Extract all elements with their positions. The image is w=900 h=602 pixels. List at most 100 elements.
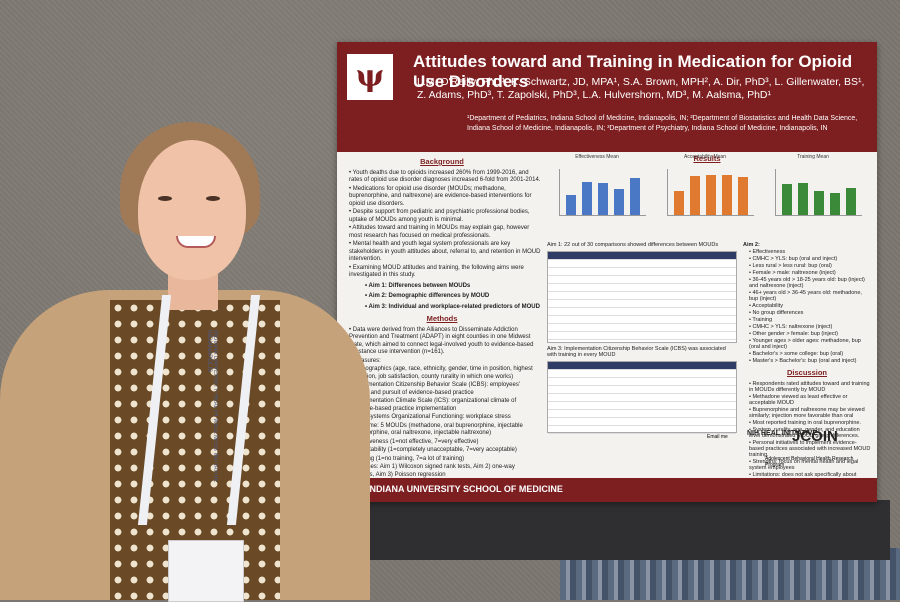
table-row bbox=[548, 292, 736, 300]
chart-bar bbox=[738, 177, 748, 215]
chart-bar bbox=[690, 176, 700, 215]
chart-bar bbox=[846, 187, 856, 215]
table-row bbox=[548, 284, 736, 292]
training-chart-title: Training Mean bbox=[797, 154, 829, 160]
methods_bullets-item: • TCU Systems Organizational Functioning… bbox=[349, 414, 511, 420]
table-row bbox=[548, 386, 736, 394]
table-row bbox=[548, 402, 736, 410]
acceptability-chart: Acceptability Mean bbox=[655, 154, 755, 234]
email-label: Email me bbox=[707, 434, 728, 440]
footer-text: INDIANA UNIVERSITY SCHOOL OF MEDICINE bbox=[367, 484, 563, 494]
aim2_bullets-item: • Younger ages > older ages: methadone, … bbox=[749, 338, 861, 350]
results-heading: Results bbox=[693, 154, 721, 163]
chart-bar bbox=[830, 193, 840, 215]
aim2_bullets-item: • Other gender > female: bup (inject) bbox=[749, 331, 838, 337]
poster-footer: INDIANA UNIVERSITY SCHOOL OF MEDICINE bbox=[337, 478, 877, 502]
chart-bar bbox=[782, 184, 792, 215]
poisson-table bbox=[547, 361, 737, 434]
aims-list: • Aim 1: Differences between MOUDs • Aim … bbox=[343, 283, 541, 312]
chart-bar bbox=[582, 182, 592, 215]
methods_bullets-item: • Analyses: Aim 1) Wilcoxon signed rank … bbox=[349, 464, 515, 478]
results-charts: Results Effectiveness Mean Acceptability… bbox=[547, 154, 872, 244]
acceptability-chart-title: Acceptability Mean bbox=[684, 154, 726, 160]
chart-bar bbox=[566, 195, 576, 215]
table-row bbox=[548, 324, 736, 332]
discussion_bullets-item: • Respondents rated attitudes toward and… bbox=[749, 381, 870, 393]
nih-heal-logo: NIH HEAL INITIATIVE bbox=[747, 430, 818, 437]
methods_bullets-item: • Data were derived from the Alliances t… bbox=[349, 326, 534, 356]
methods_bullets-item: • Implementation Citizenship Behavior Sc… bbox=[349, 382, 520, 396]
aim1-result: Aim 1: 22 out of 30 comparisons showed d… bbox=[547, 242, 719, 248]
chart-bar bbox=[598, 183, 608, 215]
poster-affiliations: ¹Department of Pediatrics, Indiana Schoo… bbox=[467, 115, 858, 132]
effectiveness-chart-title: Effectiveness Mean bbox=[575, 154, 619, 160]
aims-item: • Aim 3: Individual and workplace-relate… bbox=[365, 303, 540, 310]
chart-bar bbox=[722, 174, 732, 215]
aim2_bullets-item: • 46+ years old > 36-45 years old: metha… bbox=[749, 290, 862, 302]
aim2_bullets-item: • No group differences bbox=[749, 310, 804, 316]
background_bullets-item: • Examining MOUD attitudes and training,… bbox=[349, 264, 524, 279]
background_bullets-item: • Medications for opioid use disorder (M… bbox=[349, 185, 532, 207]
smile bbox=[176, 236, 216, 248]
aim2_bullets-item: • Master's > Bachelor's: bup (oral and i… bbox=[749, 358, 857, 364]
smiling-face bbox=[138, 140, 246, 280]
discussion_bullets-item: • Strengths: focus on mental health and … bbox=[749, 459, 859, 471]
background_bullets-item: • Youth deaths due to opioids increased … bbox=[349, 169, 541, 184]
methods_bullets-item: • Training (1=no training, 7=a lot of tr… bbox=[349, 455, 465, 462]
aim2_bullets-item: • Female > male: naltrexone (inject) bbox=[749, 270, 836, 276]
methods_bullets-item: • Outcome: 5 MOUDs (methadone, oral bupr… bbox=[349, 422, 523, 437]
background-heading: Background bbox=[420, 157, 464, 166]
aim3-result: Aim 3: Implementation Citizenship Behavi… bbox=[547, 346, 726, 358]
table-row bbox=[548, 418, 736, 426]
methods_bullets-item: • Demographics (age, race, ethnicity, ge… bbox=[349, 366, 533, 380]
aims-item: • Aim 2: Demographic differences by MOUD bbox=[365, 293, 490, 299]
chart-bar bbox=[630, 177, 640, 215]
chart-bar bbox=[674, 190, 684, 215]
aim2_bullets-item: • Effectiveness bbox=[749, 249, 786, 255]
results-right: Aim 2: • Effectiveness • CMHC > YLS: bup … bbox=[743, 242, 871, 485]
discussion-heading: Discussion bbox=[786, 368, 827, 377]
aim2_bullets-item: • 36-45 years old > 18-25 years old: bup… bbox=[749, 277, 865, 289]
aim2_bullets-item: • Bachelor's > some college: bup (oral) bbox=[749, 351, 844, 357]
table-row bbox=[548, 316, 736, 324]
chart-bar bbox=[706, 175, 716, 215]
discussion_bullets-item: • Methadone viewed as least effective or… bbox=[749, 394, 848, 406]
table-row bbox=[548, 394, 736, 402]
poster-authors: L.M. O'Reilly, PhD¹, K. Schwartz, JD, MP… bbox=[417, 76, 865, 101]
aim2_bullets-item: • Acceptability bbox=[749, 303, 784, 309]
methods-list: • Data were derived from the Alliances t… bbox=[343, 327, 541, 480]
table-row bbox=[548, 300, 736, 308]
name-badge bbox=[168, 540, 244, 602]
discussion-list: • Respondents rated attitudes toward and… bbox=[743, 381, 871, 484]
poster-header: ψ Attitudes toward and Training in Medic… bbox=[337, 42, 877, 152]
table-row bbox=[548, 308, 736, 316]
chart-bar bbox=[798, 183, 808, 215]
jcoin-logo: JCOIN bbox=[792, 428, 838, 445]
table-row bbox=[548, 332, 736, 340]
aim2_bullets-item: • CMHC > YLS: bup (oral and inject) bbox=[749, 256, 838, 262]
lanyard-text: INDIANA UNIVERSITY HEALTH WELLNESS INITI… bbox=[206, 330, 218, 483]
background_bullets-item: • Mental health and youth legal system p… bbox=[349, 241, 541, 262]
aim2_bullets-item: • CMHC > YLS: naltrexone (inject) bbox=[749, 324, 833, 330]
chart-bar bbox=[814, 190, 824, 215]
aims-item: • Aim 1: Differences between MOUDs bbox=[365, 282, 471, 289]
effectiveness-chart: Effectiveness Mean bbox=[547, 154, 647, 234]
discussion_bullets-item: • Buprenorphine and naltrexone may be vi… bbox=[749, 407, 865, 419]
training-chart: Training Mean bbox=[763, 154, 863, 234]
aim2-list: • Effectiveness • CMHC > YLS: bup (oral a… bbox=[743, 249, 871, 364]
background_bullets-item: • Despite support from pediatric and psy… bbox=[349, 209, 530, 223]
right-eye bbox=[206, 196, 220, 201]
poster-left-column: Background • Youth deaths due to opioids… bbox=[343, 154, 541, 480]
table-row bbox=[548, 426, 736, 434]
table-row bbox=[548, 276, 736, 284]
left-eye bbox=[158, 196, 172, 201]
methods_bullets-item: • Acceptability (1=completely unacceptab… bbox=[349, 447, 517, 453]
aim2_bullets-item: • Training bbox=[749, 317, 773, 323]
table-row bbox=[548, 362, 736, 370]
table-row bbox=[548, 260, 736, 268]
methods_bullets-item: • Implementation Climate Scale (ICS): or… bbox=[349, 398, 517, 412]
chart-bar bbox=[614, 188, 624, 215]
background_bullets-item: • Attitudes toward and training in MOUDs… bbox=[349, 225, 530, 239]
poster-title: Attitudes toward and Training in Medicat… bbox=[413, 52, 853, 91]
table-row bbox=[548, 410, 736, 418]
